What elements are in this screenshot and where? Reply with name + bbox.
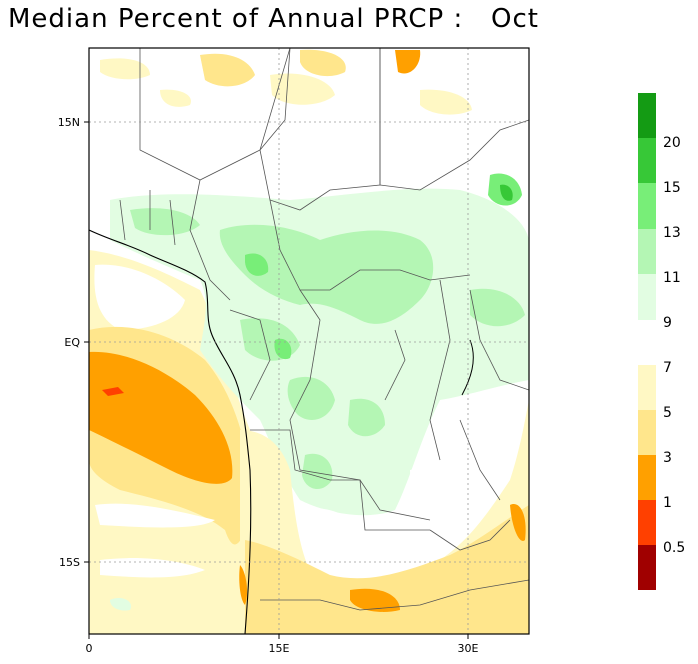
green-mid-blob-8 (470, 288, 525, 327)
ocean-white-stripe-2 (100, 558, 205, 578)
nw-pale-patch (100, 58, 150, 80)
south-yellow-region (245, 505, 529, 634)
green-mid-blob-7 (130, 208, 200, 236)
coastline (89, 229, 252, 634)
ocean-orange-tongue (89, 351, 233, 484)
north-pale-patch-2 (420, 89, 472, 115)
graticule (89, 48, 529, 634)
colorbar-swatch-lower-1 (638, 410, 656, 455)
south-white-gap-2 (410, 468, 441, 502)
colorbar-swatch-upper-1 (638, 138, 656, 183)
lake-outline (461, 339, 474, 396)
colorbar-label-5: 5 (663, 405, 672, 421)
colorbar-swatch-upper-4 (638, 274, 656, 320)
colorbar-swatch-lower-2 (638, 455, 656, 500)
nw-pale-patch-2 (160, 89, 191, 107)
map-title: Median Percent of Annual PRCP : Oct (8, 4, 539, 34)
map-frame (88, 47, 530, 635)
green-dark-blob (500, 184, 513, 201)
colorbar-label-3: 3 (663, 450, 672, 466)
lat-label-15s: 15S (59, 556, 80, 569)
country-borders (119, 48, 529, 611)
lon-label-0: 0 (86, 642, 93, 655)
colorbar-label-20: 20 (663, 135, 681, 151)
green-mid-blob-2 (287, 376, 335, 420)
north-orange-patch (395, 50, 421, 74)
colorbar-label-11: 11 (663, 270, 681, 286)
north-yellow-patch-2 (300, 49, 346, 77)
colorbar-swatch-upper-3 (638, 229, 656, 274)
colorbar-upper: 20 15 13 11 9 (638, 93, 681, 331)
ocean-white-patch (94, 264, 185, 330)
green-strong-blob-1 (245, 253, 269, 276)
lon-label-15e: 15E (269, 642, 290, 655)
precip-field (89, 48, 529, 634)
ocean-green-speck (110, 598, 131, 611)
ocean-white-stripe (95, 503, 215, 528)
lat-label-15n: 15N (58, 116, 80, 129)
central-green-mid (219, 224, 434, 324)
colorbar-swatch-lower-3 (638, 500, 656, 545)
colorbar-swatch-upper-2 (638, 183, 656, 229)
colorbar-swatch-lower-4 (638, 545, 656, 590)
lon-label-30e: 30E (458, 642, 479, 655)
east-orange-patch (510, 504, 526, 541)
colorbar-label-15: 15 (663, 180, 681, 196)
lat-label-eq: EQ (64, 336, 80, 349)
colorbar-label-7: 7 (663, 360, 672, 376)
colorbar-label-1: 1 (663, 495, 672, 511)
green-mid-blob-4 (302, 453, 333, 490)
colorbar-label-9: 9 (663, 315, 672, 331)
north-yellow-patch-1 (200, 53, 255, 87)
colorbar-label-13: 13 (663, 225, 681, 241)
colorbar-swatch-lower-0 (638, 365, 656, 410)
axis-ticks (84, 121, 469, 639)
green-mid-blob-3 (348, 398, 385, 437)
south-orange-coast (239, 565, 248, 605)
ocean-red-spot (102, 387, 124, 396)
south-white-gap (300, 508, 360, 542)
colorbar-label-0-5: 0.5 (663, 540, 685, 556)
colorbar-lower: 7 5 3 1 0.5 (638, 360, 685, 590)
south-orange-patch (350, 588, 400, 612)
colorbar-swatch-upper-0 (638, 93, 656, 138)
